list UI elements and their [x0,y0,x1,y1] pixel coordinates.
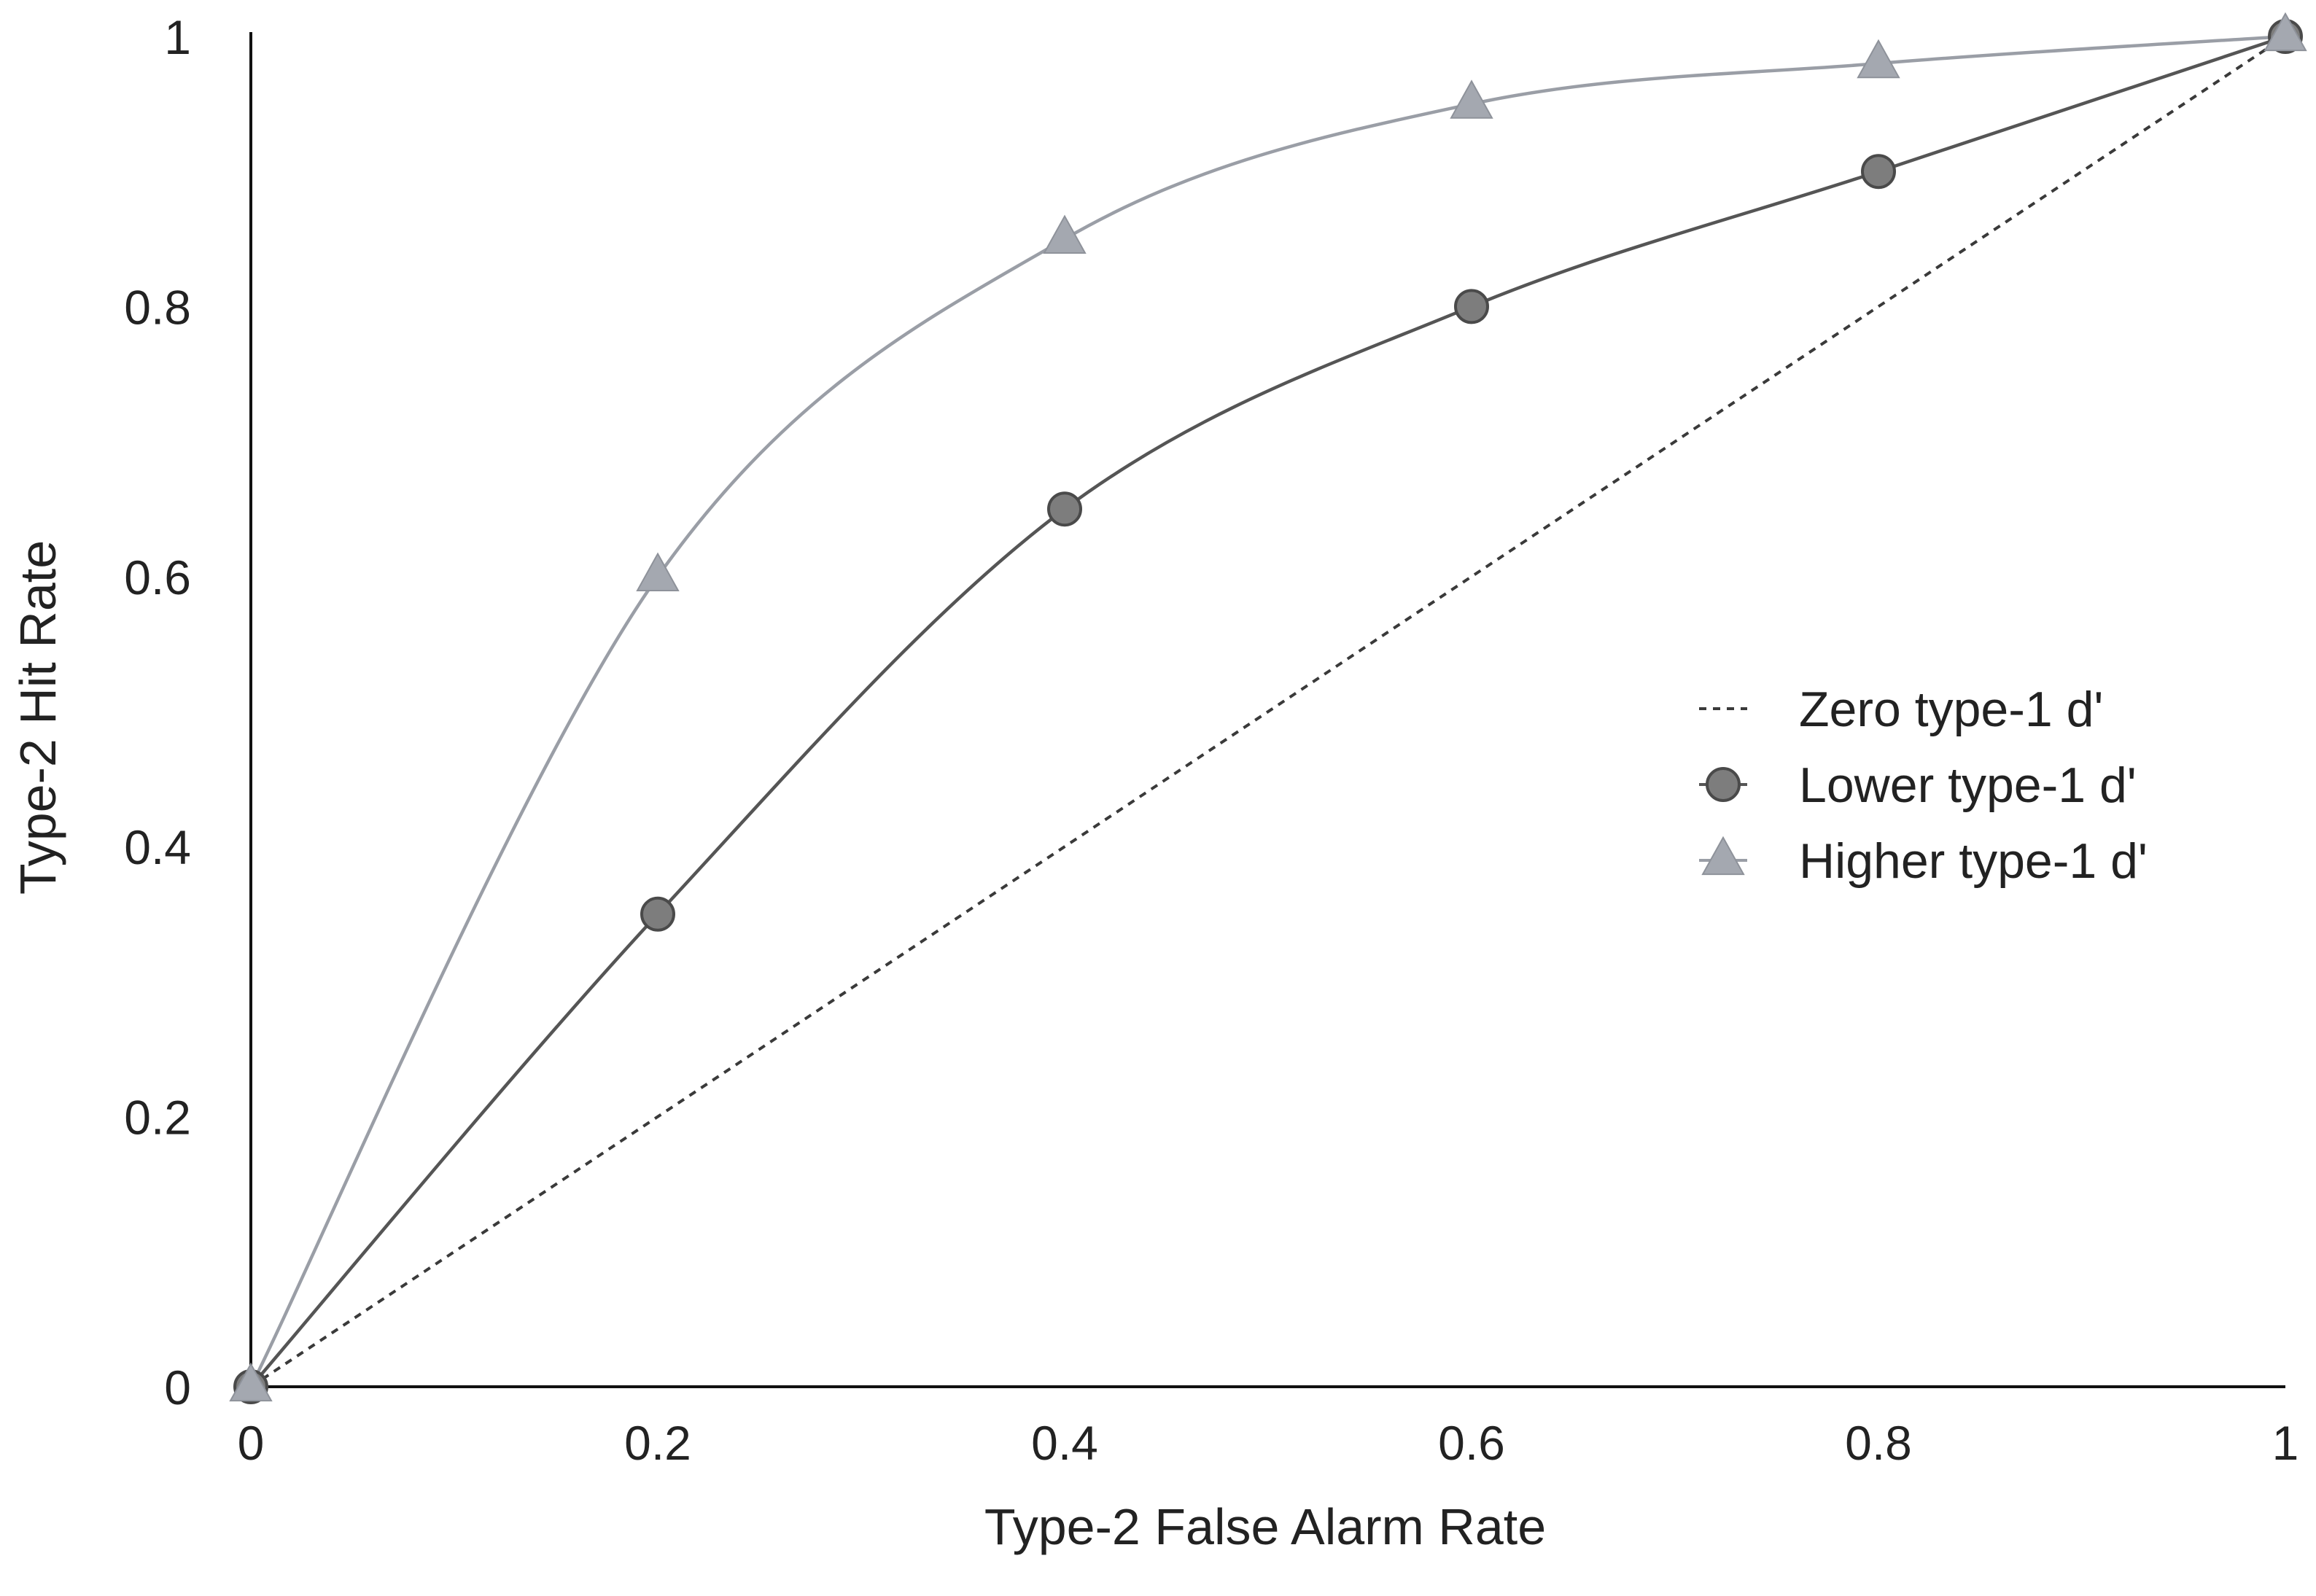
legend-triangle-marker [1701,836,1745,876]
circle-marker [1454,289,1489,324]
triangle-marker [1450,79,1493,119]
circle-marker [640,896,675,932]
x-tick-label: 1 [2272,1416,2299,1470]
legend: Zero type-1 d' Lower type-1 d' Higher type… [1699,682,2148,889]
series-line-0 [249,35,2287,1388]
axes [249,32,2285,1388]
x-tick-label: 0 [238,1416,265,1470]
y-tick-label: 0 [164,1361,191,1414]
legend-circle-marker [1706,767,1741,802]
triangle-marker [229,1362,273,1402]
y-axis-title: Type-2 Hit Rate [9,540,66,895]
triangle-marker [2263,12,2307,52]
y-tick-label: 0.4 [124,820,191,874]
triangle-marker [1043,214,1087,254]
y-tick-label: 0.6 [124,550,191,604]
y-tick-label: 0.2 [124,1091,191,1145]
triangle-marker [1857,39,1900,79]
x-tick-label: 0.2 [624,1416,691,1470]
x-tick-label: 0.6 [1438,1416,1505,1470]
ticks-layer: 0 0.2 0.4 0.6 0.8 1 0 0.2 0.4 0.6 0.8 1 [124,10,2298,1470]
legend-label: Zero type-1 d' [1799,682,2103,737]
x-axis-title: Type-2 False Alarm Rate [984,1498,1546,1555]
y-tick-label: 1 [164,10,191,64]
x-tick-label: 0.4 [1031,1416,1098,1470]
legend-label: Lower type-1 d' [1799,758,2137,813]
triangle-marker [636,552,680,591]
markers-layer [229,12,2307,1404]
series-line-1 [249,34,2286,1388]
y-tick-label: 0.8 [124,280,191,334]
circle-marker [1047,491,1082,527]
legend-label: Higher type-1 d' [1799,833,2148,889]
x-tick-label: 0.8 [1845,1416,1912,1470]
circle-marker [1861,154,1896,190]
